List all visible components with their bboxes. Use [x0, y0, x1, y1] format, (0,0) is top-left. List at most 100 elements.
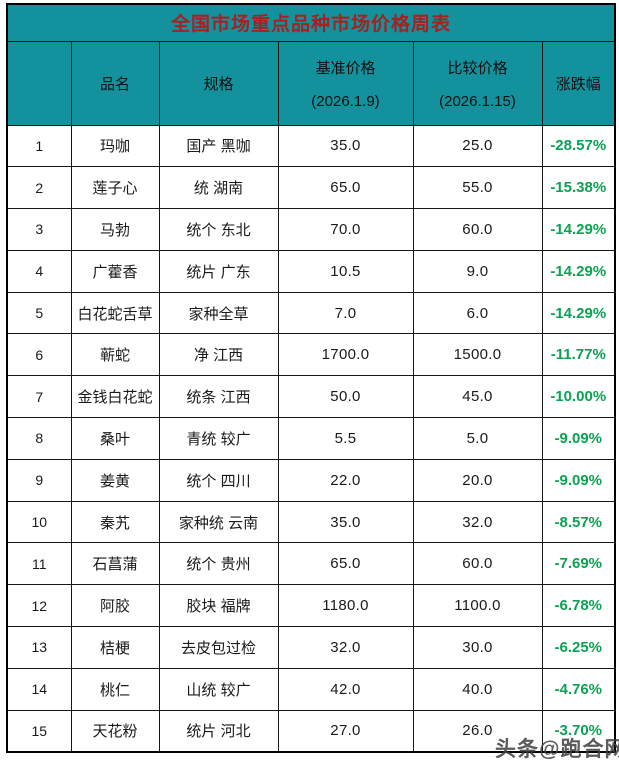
table-row: 13 桔梗 去皮包过检 32.0 30.0 -6.25%	[6, 626, 616, 669]
change-percent: -14.29%	[541, 208, 616, 251]
header-base-price: 基准价格 (2026.1.9)	[277, 40, 414, 126]
base-price: 32.0	[277, 626, 414, 669]
table-row: 9 姜黄 统个 四川 22.0 20.0 -9.09%	[6, 458, 616, 502]
product-spec: 统 湖南	[158, 166, 279, 210]
compare-price: 40.0	[412, 667, 543, 711]
product-name: 金钱白花蛇	[70, 375, 160, 419]
compare-price: 55.0	[412, 166, 543, 210]
product-name: 莲子心	[70, 166, 160, 210]
product-spec: 青统 较广	[158, 417, 279, 460]
product-spec: 统片 广东	[158, 249, 279, 293]
table-row: 14 桃仁 山统 较广 42.0 40.0 -4.76%	[6, 667, 616, 711]
product-name: 广藿香	[70, 249, 160, 293]
change-percent: -10.00%	[541, 375, 616, 419]
header-compare-price-stack: 比较价格 (2026.1.15)	[414, 42, 541, 124]
change-percent: -11.77%	[541, 333, 616, 377]
product-name: 桃仁	[70, 667, 160, 711]
change-percent: -7.69%	[541, 542, 616, 586]
table-row: 12 阿胶 胶块 福牌 1180.0 1100.0 -6.78%	[6, 584, 616, 628]
row-index: 1	[6, 124, 72, 168]
base-price: 70.0	[277, 208, 414, 251]
row-index: 10	[6, 500, 72, 544]
product-name: 桔梗	[70, 626, 160, 669]
product-spec: 家种统 云南	[158, 500, 279, 544]
product-spec: 统个 东北	[158, 208, 279, 251]
row-index: 4	[6, 249, 72, 293]
product-spec: 家种全草	[158, 291, 279, 335]
table-row: 6 蕲蛇 净 江西 1700.0 1500.0 -11.77%	[6, 333, 616, 377]
title-row: 全国市场重点品种市场价格周表	[6, 3, 616, 42]
product-spec: 统个 贵州	[158, 542, 279, 586]
product-name: 阿胶	[70, 584, 160, 628]
compare-price: 60.0	[412, 208, 543, 251]
compare-price: 45.0	[412, 375, 543, 419]
change-percent: -4.76%	[541, 667, 616, 711]
compare-price: 26.0	[412, 709, 543, 753]
base-price: 65.0	[277, 542, 414, 586]
base-price: 65.0	[277, 166, 414, 210]
table-row: 1 玛咖 国产 黑咖 35.0 25.0 -28.57%	[6, 124, 616, 168]
base-price: 1700.0	[277, 333, 414, 377]
header-index	[6, 40, 72, 126]
row-index: 6	[6, 333, 72, 377]
product-name: 白花蛇舌草	[70, 291, 160, 335]
compare-price: 1100.0	[412, 584, 543, 628]
product-spec: 胶块 福牌	[158, 584, 279, 628]
compare-price: 9.0	[412, 249, 543, 293]
row-index: 7	[6, 375, 72, 419]
table-row: 2 莲子心 统 湖南 65.0 55.0 -15.38%	[6, 166, 616, 210]
compare-price: 32.0	[412, 500, 543, 544]
change-percent: -14.29%	[541, 291, 616, 335]
change-percent: -9.09%	[541, 417, 616, 460]
base-price: 35.0	[277, 124, 414, 168]
header-change: 涨跌幅	[541, 40, 616, 126]
table-row: 8 桑叶 青统 较广 5.5 5.0 -9.09%	[6, 417, 616, 460]
product-name: 蕲蛇	[70, 333, 160, 377]
base-price: 35.0	[277, 500, 414, 544]
product-name: 马勃	[70, 208, 160, 251]
base-price: 42.0	[277, 667, 414, 711]
row-index: 5	[6, 291, 72, 335]
compare-price: 5.0	[412, 417, 543, 460]
table-row: 10 秦艽 家种统 云南 35.0 32.0 -8.57%	[6, 500, 616, 544]
header-spec: 规格	[158, 40, 279, 126]
compare-price: 60.0	[412, 542, 543, 586]
compare-price: 1500.0	[412, 333, 543, 377]
product-spec: 净 江西	[158, 333, 279, 377]
header-compare-price: 比较价格 (2026.1.15)	[412, 40, 543, 126]
row-index: 12	[6, 584, 72, 628]
table-row: 7 金钱白花蛇 统条 江西 50.0 45.0 -10.00%	[6, 375, 616, 419]
table-row: 4 广藿香 统片 广东 10.5 9.0 -14.29%	[6, 249, 616, 293]
change-percent: -15.38%	[541, 166, 616, 210]
change-percent: -3.70%	[541, 709, 616, 753]
product-spec: 统个 四川	[158, 458, 279, 502]
base-price: 27.0	[277, 709, 414, 753]
row-index: 14	[6, 667, 72, 711]
compare-price: 30.0	[412, 626, 543, 669]
compare-price: 25.0	[412, 124, 543, 168]
product-name: 玛咖	[70, 124, 160, 168]
row-index: 11	[6, 542, 72, 586]
table-body: 1 玛咖 国产 黑咖 35.0 25.0 -28.57% 2 莲子心 统 湖南 …	[6, 124, 616, 753]
product-name: 桑叶	[70, 417, 160, 460]
compare-price: 20.0	[412, 458, 543, 502]
base-price: 50.0	[277, 375, 414, 419]
row-index: 13	[6, 626, 72, 669]
product-spec: 统片 河北	[158, 709, 279, 753]
header-row: 品名 规格 基准价格 (2026.1.9) 比较价格 (2026.1.15) 涨…	[6, 40, 616, 126]
base-price: 10.5	[277, 249, 414, 293]
row-index: 15	[6, 709, 72, 753]
product-spec: 去皮包过检	[158, 626, 279, 669]
table-row: 3 马勃 统个 东北 70.0 60.0 -14.29%	[6, 208, 616, 251]
header-base-price-stack: 基准价格 (2026.1.9)	[279, 42, 412, 124]
product-name: 秦艽	[70, 500, 160, 544]
change-percent: -6.78%	[541, 584, 616, 628]
change-percent: -28.57%	[541, 124, 616, 168]
row-index: 8	[6, 417, 72, 460]
row-index: 2	[6, 166, 72, 210]
base-price: 5.5	[277, 417, 414, 460]
product-spec: 国产 黑咖	[158, 124, 279, 168]
table-row: 5 白花蛇舌草 家种全草 7.0 6.0 -14.29%	[6, 291, 616, 335]
header-compare-price-label: 比较价格	[447, 59, 508, 77]
